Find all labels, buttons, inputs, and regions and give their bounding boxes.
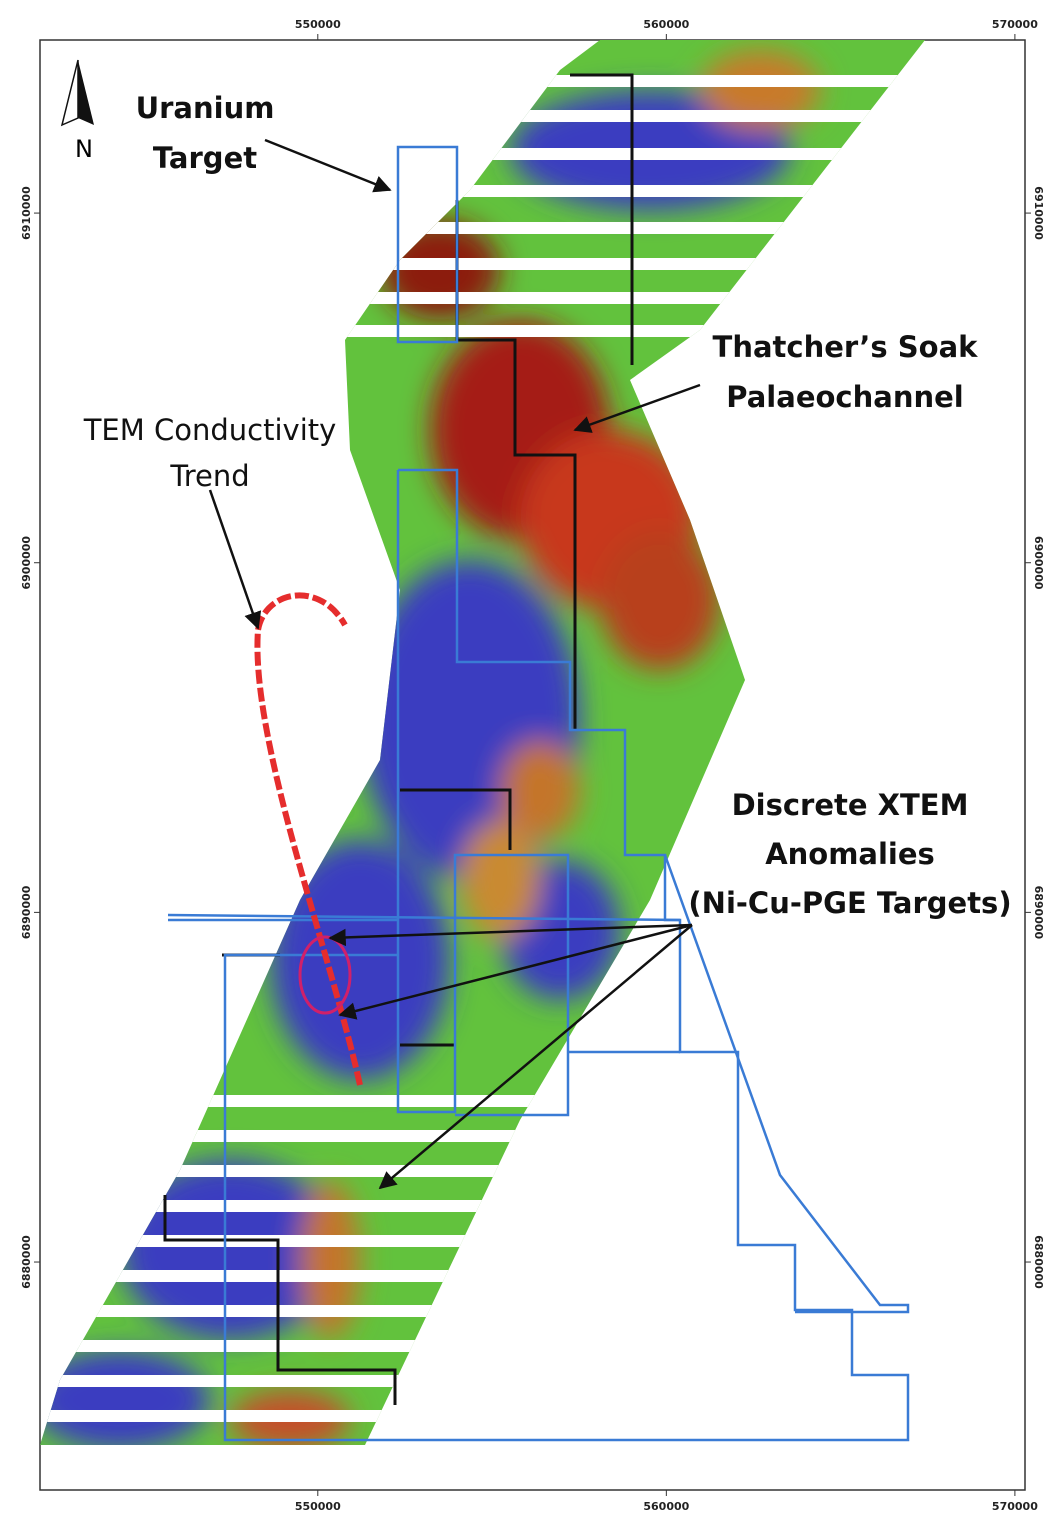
annotation: Trend	[169, 459, 249, 493]
x-tick-label: 550000	[295, 1500, 341, 1513]
x-tick-label: 560000	[643, 1500, 689, 1513]
map: N 550000 550000 560000 560000 570000 570000 69…	[0, 0, 1057, 1517]
x-tick-label: 570000	[992, 1500, 1038, 1513]
y-tick-label: 6880000	[1032, 1235, 1045, 1289]
y-tick-label: 6890000	[1032, 886, 1045, 940]
annotation: (Ni-Cu-PGE Targets)	[688, 886, 1011, 920]
annotation: Uranium	[136, 91, 275, 125]
x-tick-label: 560000	[643, 18, 689, 31]
annotation: Discrete XTEM	[732, 788, 969, 822]
annotation: Thatcher’s Soak	[713, 330, 979, 364]
y-tick-label: 6900000	[1032, 536, 1045, 590]
y-tick-label: 6900000	[20, 536, 33, 590]
annotation: Target	[153, 141, 257, 175]
y-tick-label: 6890000	[20, 885, 33, 939]
y-tick-label: 6910000	[20, 186, 33, 240]
annotation: TEM Conductivity	[83, 413, 337, 447]
y-tick-label: 6880000	[20, 1235, 33, 1289]
x-tick-label: 570000	[992, 18, 1038, 31]
north-label: N	[75, 135, 93, 163]
y-tick-label: 6910000	[1032, 186, 1045, 240]
x-tick-label: 550000	[295, 18, 341, 31]
annotation: Palaeochannel	[726, 380, 963, 414]
annotation: Anomalies	[765, 837, 935, 871]
